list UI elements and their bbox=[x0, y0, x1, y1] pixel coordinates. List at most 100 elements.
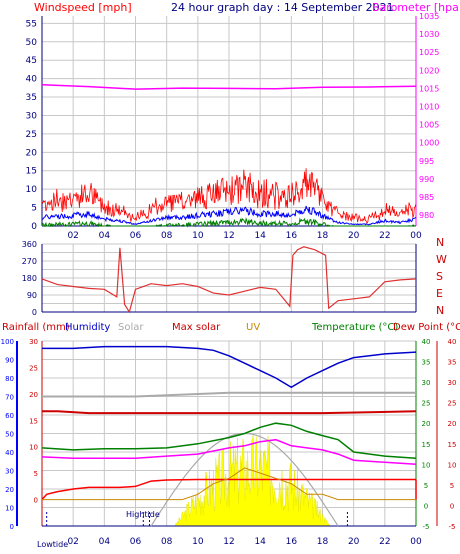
time-tick-label: 20 bbox=[348, 231, 360, 241]
humidity-tick-label: 60 bbox=[5, 412, 14, 420]
rain-tick-label: 20 bbox=[29, 391, 38, 399]
legend-temperature: Temperature (°C) bbox=[311, 322, 398, 333]
wind-tick-label: 30 bbox=[26, 111, 38, 121]
barometer-tick-label: 980 bbox=[419, 211, 434, 220]
temperature-tick-label: 40 bbox=[422, 338, 431, 346]
time-tick-label: 14 bbox=[254, 537, 266, 547]
barometer-tick-label: 990 bbox=[419, 175, 434, 184]
hightide-label: Hightide bbox=[126, 510, 160, 519]
legend-solar: Solar bbox=[118, 322, 144, 333]
time-tick-label: 22 bbox=[379, 537, 390, 547]
time-tick-label: 02 bbox=[67, 231, 78, 241]
wind-tick-label: 5 bbox=[31, 204, 37, 214]
temperature-tick-label: 5 bbox=[424, 482, 428, 490]
time-tick-label: 16 bbox=[286, 231, 298, 241]
dewpoint-tick-label: 0 bbox=[450, 502, 454, 510]
lowtide-label: Lowtide bbox=[37, 540, 68, 549]
humidity-tick-label: 30 bbox=[5, 468, 14, 476]
time-tick-label: 08 bbox=[161, 537, 173, 547]
barometer-tick-label: 1020 bbox=[419, 66, 439, 75]
wind-tick-label: 45 bbox=[26, 56, 37, 66]
chart-title: 24 hour graph day : 14 September 2021 bbox=[171, 1, 394, 14]
temperature-tick-label: 35 bbox=[422, 359, 431, 367]
barometer-tick-label: 1035 bbox=[419, 12, 439, 21]
humidity-tick-label: 0 bbox=[10, 523, 14, 531]
legend-dew-point: Dew Point (°C) bbox=[393, 322, 460, 333]
time-tick-label: 10 bbox=[192, 231, 204, 241]
temperature-tick-label: 15 bbox=[422, 441, 431, 449]
wind-tick-label: 40 bbox=[26, 75, 38, 85]
temperature-tick-label: 0 bbox=[424, 502, 428, 510]
direction-tick-label: 0 bbox=[32, 308, 37, 317]
direction-tick-label: 270 bbox=[22, 257, 37, 266]
temperature-tick-label: 30 bbox=[422, 379, 431, 387]
barometer-tick-label: 1010 bbox=[419, 103, 439, 112]
humidity-tick-label: 90 bbox=[5, 357, 14, 365]
temperature-tick-label: -5 bbox=[423, 523, 430, 531]
time-tick-label: 08 bbox=[161, 231, 173, 241]
legend-humidity: Humidity bbox=[65, 322, 110, 333]
time-tick-label: 12 bbox=[223, 537, 234, 547]
barometer-tick-label: 1015 bbox=[419, 84, 439, 93]
time-tick-label: 18 bbox=[317, 537, 329, 547]
time-tick-label: 16 bbox=[286, 537, 298, 547]
barometer-axis-title: Barometer [hpa] bbox=[372, 1, 460, 14]
wind-tick-label: 15 bbox=[26, 167, 37, 177]
windspeed-axis-title: Windspeed [mph] bbox=[34, 1, 132, 14]
max-solar-series-line bbox=[42, 410, 417, 415]
compass-label: S bbox=[436, 270, 443, 283]
wind-tick-label: 35 bbox=[26, 93, 37, 103]
legend-uv: UV bbox=[246, 322, 260, 333]
time-tick-label: 18 bbox=[317, 231, 329, 241]
rain-tick-label: 15 bbox=[29, 417, 38, 425]
dewpoint-tick-label: 35 bbox=[448, 359, 457, 367]
humidity-tick-label: 100 bbox=[1, 338, 14, 346]
time-tick-label: 04 bbox=[99, 231, 111, 241]
barometer-tick-label: 1000 bbox=[419, 139, 439, 148]
solar-radiation-area bbox=[173, 434, 331, 527]
time-tick-label: 02 bbox=[67, 537, 78, 547]
time-tick-label: 06 bbox=[130, 537, 142, 547]
humidity-tick-label: 50 bbox=[5, 431, 14, 439]
wind-tick-label: 20 bbox=[26, 148, 38, 158]
time-tick-label: 22 bbox=[379, 231, 390, 241]
barometer-tick-label: 985 bbox=[419, 193, 434, 202]
wind-direction-series-line bbox=[41, 246, 417, 314]
rain-tick-label: 5 bbox=[34, 470, 38, 478]
dewpoint-tick-label: 25 bbox=[448, 400, 457, 408]
wind-tick-label: 55 bbox=[26, 19, 37, 29]
barometer-tick-label: 995 bbox=[419, 157, 434, 166]
time-tick-label: 10 bbox=[192, 537, 204, 547]
rain-tick-label: 30 bbox=[29, 338, 38, 346]
temperature-tick-label: 25 bbox=[422, 400, 431, 408]
wind-average-series-line bbox=[41, 205, 417, 226]
dewpoint-tick-label: 10 bbox=[448, 461, 457, 469]
direction-tick-label: 360 bbox=[22, 240, 37, 249]
humidity-series-line bbox=[42, 345, 417, 389]
wind-tick-label: 25 bbox=[26, 130, 37, 140]
humidity-tick-label: 70 bbox=[5, 394, 14, 402]
humidity-tick-label: 40 bbox=[5, 449, 14, 457]
time-tick-label: 14 bbox=[254, 231, 266, 241]
wind-gust-series-line bbox=[41, 168, 417, 224]
dewpoint-tick-label: 20 bbox=[448, 420, 457, 428]
barometer-series-line bbox=[41, 84, 417, 90]
uv-series-line bbox=[42, 467, 416, 501]
time-tick-label: 12 bbox=[223, 231, 234, 241]
temperature-tick-label: 10 bbox=[422, 461, 431, 469]
dewpoint-tick-label: -5 bbox=[449, 523, 456, 531]
solar-series-line bbox=[42, 391, 416, 398]
compass-label: N bbox=[436, 236, 444, 249]
dewpoint-tick-label: 30 bbox=[448, 379, 457, 387]
barometer-tick-label: 1030 bbox=[419, 30, 439, 39]
rain-tick-label: 0 bbox=[34, 497, 38, 505]
direction-tick-label: 180 bbox=[22, 274, 37, 283]
rain-tick-label: 10 bbox=[29, 444, 38, 452]
rainfall-series-line bbox=[41, 478, 416, 501]
wind-low-series-line bbox=[41, 217, 417, 228]
rain-tick-label: 25 bbox=[29, 364, 38, 372]
legend-rainfall: Rainfall (mm) bbox=[2, 322, 70, 333]
dew-point-series-line bbox=[41, 438, 417, 466]
barometer-tick-label: 1005 bbox=[419, 121, 439, 130]
humidity-tick-label: 20 bbox=[5, 486, 14, 494]
